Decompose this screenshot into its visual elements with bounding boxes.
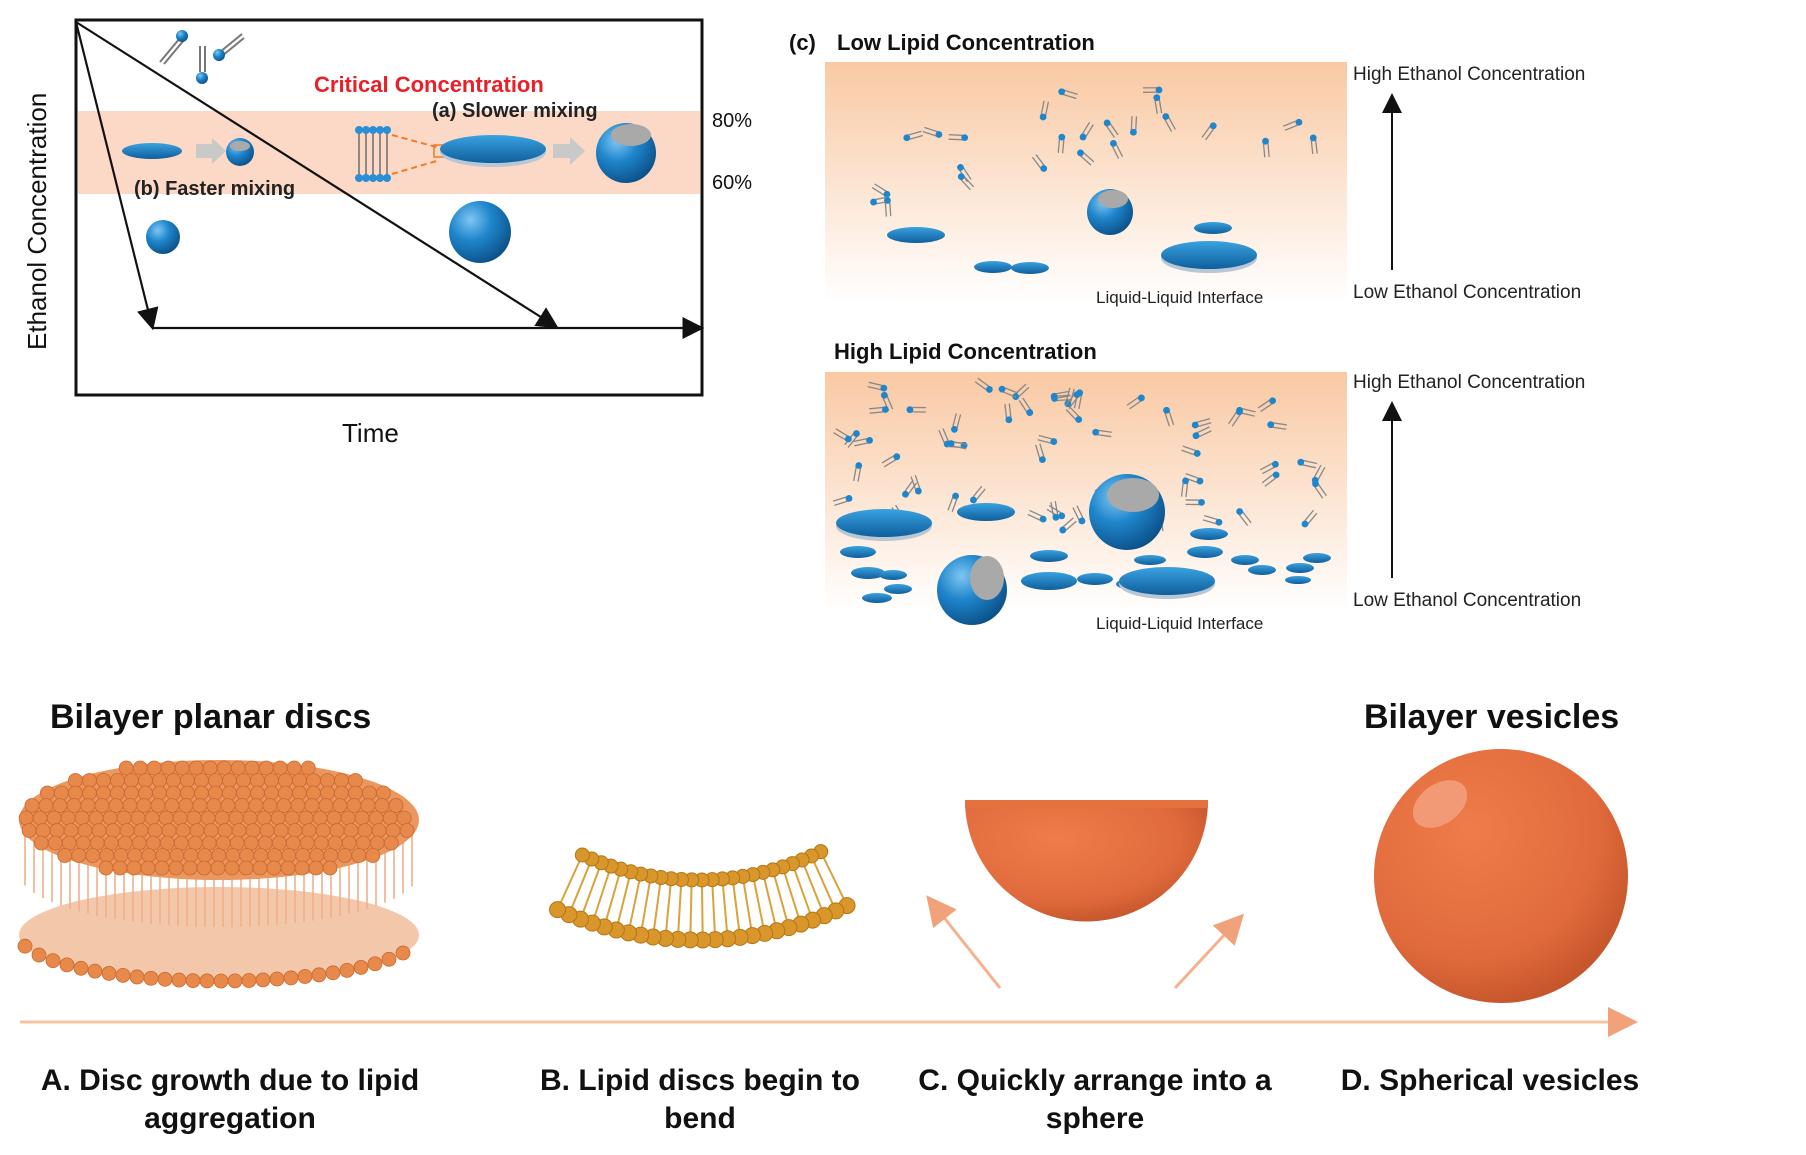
step-d-label: D. Spherical vesicles — [1340, 1064, 1640, 1097]
panel-c — [825, 62, 1402, 625]
y-axis-label: Ethanol Concentration — [22, 92, 52, 350]
discs-low — [887, 222, 1257, 274]
panel-frame — [74, 18, 704, 397]
slower-mixing-label: (a) Slower mixing — [432, 100, 598, 122]
pct-80-label: 80% — [712, 110, 753, 132]
pct-60-label: 60% — [712, 172, 753, 194]
free-lipids-low — [870, 86, 1318, 217]
x-axis-label: Time — [342, 418, 399, 448]
high-ethanol-label-1: High Ethanol Concentration — [1353, 64, 1586, 85]
small-disc-icon — [122, 143, 182, 159]
curved-membrane-icon — [549, 844, 856, 949]
bilayer-vesicles-title: Bilayer vesicles — [1364, 698, 1620, 736]
bilayer-discs-title: Bilayer planar discs — [50, 698, 372, 736]
slower-mixing-path — [75, 21, 559, 329]
step-a-label: A. Disc growth due to lipid aggregation — [40, 1064, 420, 1135]
hemisphere-icon — [926, 800, 1245, 990]
interface-label-2: Liquid-Liquid Interface — [1096, 614, 1264, 633]
faster-mixing-label: (b) Faster mixing — [134, 178, 296, 200]
free-lipids-high — [832, 377, 1327, 534]
faster-mixing-path — [74, 21, 159, 331]
high-lipid-title: High Lipid Concentration — [834, 339, 1097, 364]
panel-c-tag: (c) — [789, 30, 816, 55]
bilayer-disc-icon — [17, 760, 419, 989]
mixing-panel — [74, 18, 705, 397]
critical-concentration-label: Critical Concentration — [314, 72, 544, 97]
low-ethanol-label-2: Low Ethanol Concentration — [1353, 590, 1582, 611]
low-ethanol-label-1: Low Ethanol Concentration — [1353, 282, 1582, 303]
discs-high — [836, 503, 1331, 603]
high-ethanol-label-2: High Ethanol Concentration — [1353, 372, 1586, 393]
small-sphere-icon — [146, 220, 180, 254]
vesicle-sphere-icon — [1374, 749, 1628, 1003]
bilayer-stack-icon — [355, 126, 391, 182]
step-c-label: C. Quickly arrange into a sphere — [918, 1064, 1272, 1135]
gray-arrow-icon — [196, 138, 226, 164]
bottom-sequence — [17, 749, 1638, 1037]
free-lipids-icon — [159, 33, 245, 72]
low-lipid-box — [825, 62, 1347, 302]
low-lipid-title: Low Lipid Concentration — [837, 30, 1095, 55]
large-sphere-icon — [449, 201, 511, 263]
gray-arrow-icon — [553, 137, 585, 165]
interface-label-1: Liquid-Liquid Interface — [1096, 288, 1264, 307]
step-b-label: B. Lipid discs begin to bend — [539, 1064, 860, 1135]
